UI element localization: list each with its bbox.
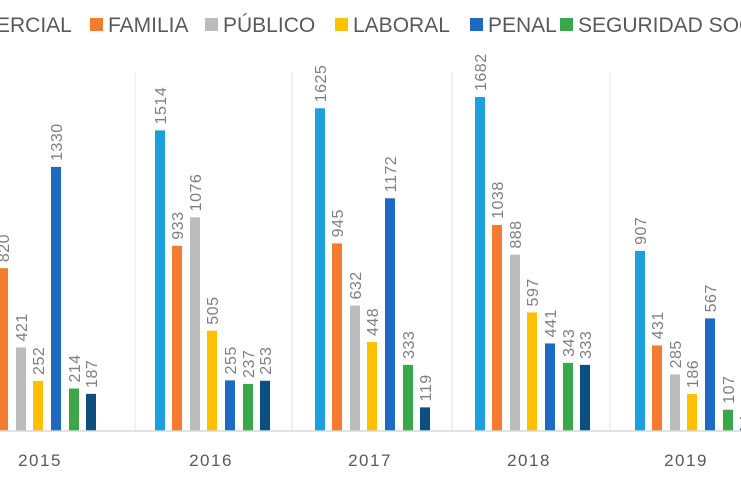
data-label-2017-s1: 1625 — [313, 65, 330, 103]
bar-2018-s5 — [545, 343, 555, 431]
data-label-2019-s6: 107 — [721, 376, 738, 404]
bar-2015-s5 — [51, 166, 61, 431]
bar-2016-s4 — [207, 330, 217, 431]
bar-2019-s5 — [705, 318, 715, 431]
category-separators — [134, 72, 611, 431]
bars — [0, 97, 741, 431]
data-label-2019-s4: 186 — [685, 360, 702, 388]
data-label-2019-s5: 567 — [703, 284, 720, 312]
x-tick-2015: 2015 — [18, 451, 62, 470]
bar-2017-s6 — [403, 364, 413, 431]
data-label-2017-s5: 1172 — [383, 156, 400, 192]
legend-label-4: LABORAL — [353, 14, 450, 37]
data-label-2015-s6: 214 — [67, 354, 84, 382]
data-label-2016-s5: 255 — [223, 346, 240, 374]
bar-2019-s3 — [670, 374, 680, 431]
bar-2016-s3 — [190, 217, 200, 431]
bar-2017-s5 — [385, 198, 395, 431]
bar-2015-s2 — [0, 268, 8, 431]
bar-2015-s3 — [16, 347, 26, 431]
data-label-2015-s4: 252 — [31, 347, 48, 375]
data-label-2019-s3: 285 — [668, 340, 685, 368]
bar-2018-s7 — [580, 364, 590, 431]
data-label-2019-s1: 907 — [633, 217, 650, 245]
legend-label-1: ERCIAL — [0, 14, 72, 37]
legend-swatch-6 — [560, 18, 573, 31]
bar-2016-s5 — [225, 380, 235, 431]
x-tick-2016: 2016 — [189, 451, 233, 470]
data-label-2018-s5: 441 — [543, 309, 560, 337]
bar-2018-s2 — [492, 224, 502, 431]
bar-2016-s7 — [260, 380, 270, 431]
data-label-2017-s2: 945 — [330, 209, 347, 237]
bar-2019-s2 — [652, 345, 662, 431]
bar-2018-s1 — [475, 97, 485, 431]
data-label-2018-s6: 343 — [561, 329, 578, 357]
data-label-2017-s6: 333 — [401, 331, 418, 359]
legend-swatch-3 — [205, 18, 218, 31]
legend-swatch-4 — [335, 18, 348, 31]
legend-label-6: SEGURIDAD SOC — [578, 14, 741, 37]
bar-2019-s6 — [723, 409, 733, 431]
data-label-2016-s3: 1076 — [188, 174, 205, 212]
data-label-2017-s7: 119 — [418, 374, 435, 401]
legend-label-5: PENAL — [488, 14, 557, 37]
legend-swatch-5 — [470, 18, 483, 31]
legend-label-3: PÚBLICO — [223, 14, 315, 37]
bar-2016-s6 — [243, 383, 253, 431]
data-label-2018-s4: 597 — [525, 278, 542, 306]
bar-2016-s1 — [155, 130, 165, 431]
bar-2015-s6 — [69, 388, 79, 431]
data-label-2017-s3: 632 — [348, 271, 365, 299]
data-label-2016-s6: 237 — [241, 350, 258, 378]
bar-2017-s3 — [350, 305, 360, 431]
bar-2016-s2 — [172, 245, 182, 431]
data-label-2019-s2: 431 — [650, 311, 667, 339]
bar-2019-s1 — [635, 250, 645, 431]
bar-2018-s4 — [527, 312, 537, 431]
data-label-2018-s2: 1038 — [490, 181, 507, 219]
legend-label-2: FAMILIA — [108, 14, 189, 37]
data-label-2015-s3: 421 — [14, 313, 31, 341]
data-label-2015-s5: 1330 — [49, 123, 66, 161]
x-tick-2018: 2018 — [507, 451, 551, 470]
bar-2017-s1 — [315, 108, 325, 431]
bar-2015-s4 — [33, 380, 43, 431]
data-label-2016-s7: 253 — [258, 347, 275, 375]
bar-2017-s7 — [420, 407, 430, 431]
data-label-2016-s2: 933 — [170, 212, 187, 240]
legend-swatch-2 — [90, 18, 103, 31]
bar-2019-s4 — [687, 394, 697, 431]
data-label-2018-s1: 1682 — [473, 53, 490, 91]
x-tick-2019: 2019 — [664, 451, 708, 470]
bar-2018-s3 — [510, 254, 520, 431]
data-label-2016-s1: 1514 — [153, 87, 170, 125]
data-label-2018-s7: 333 — [578, 331, 595, 359]
data-label-2016-s4: 505 — [205, 297, 222, 325]
x-axis-ticks: 2015 2016 2017 2018 2019 — [18, 451, 708, 470]
data-label-2015-s2: 820 — [0, 234, 13, 262]
bar-2018-s6 — [563, 362, 573, 431]
bar-2015-s7 — [86, 393, 96, 431]
legend: ERCIAL FAMILIA PÚBLICO LABORAL PENAL SEGURIDA… — [0, 14, 741, 37]
data-label-2018-s3: 888 — [508, 220, 525, 248]
bar-2017-s2 — [332, 243, 342, 431]
x-tick-2017: 2017 — [348, 451, 392, 470]
data-labels: 1434151416251682907820933945103843142110… — [0, 53, 741, 422]
bar-2017-s4 — [367, 342, 377, 431]
data-label-2019-s7: 1 — [738, 413, 741, 422]
data-label-2015-s7: 187 — [84, 360, 101, 388]
data-label-2017-s4: 448 — [365, 308, 382, 336]
